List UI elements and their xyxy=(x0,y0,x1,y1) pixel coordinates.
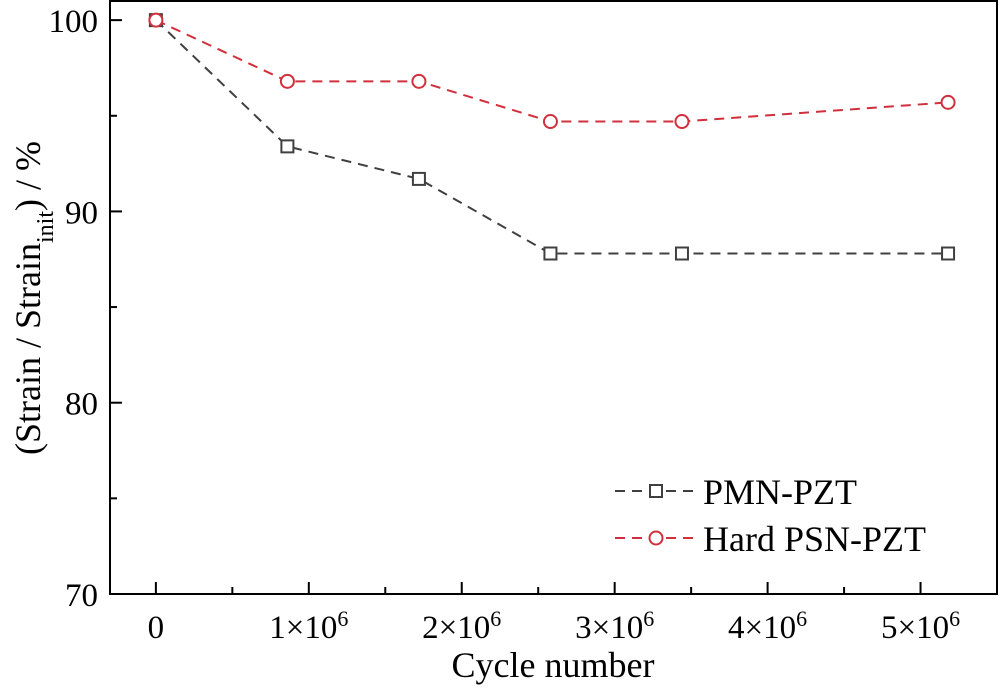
x-axis-title: Cycle number xyxy=(452,645,655,685)
y-axis-title-subscript: init xyxy=(33,211,59,243)
data-point-square xyxy=(543,246,558,261)
legend-label-hard-psn-pzt: Hard PSN-PZT xyxy=(703,519,926,559)
x-tick-label-base: 3×10 xyxy=(575,610,643,646)
legend-item-hard-psn-pzt: Hard PSN-PZT xyxy=(615,519,926,559)
x-tick-label-exponent: 6 xyxy=(949,606,960,631)
legend: PMN-PZT Hard PSN-PZT xyxy=(615,472,926,559)
x-tick-label: 3×106 xyxy=(575,606,654,647)
x-tick-label-base: 2×10 xyxy=(422,610,490,646)
legend-marker-circle xyxy=(648,530,664,546)
y-tick-label: 100 xyxy=(49,4,99,40)
x-tick-label-exponent: 6 xyxy=(643,606,654,631)
y-axis-title-suffix: ) / % xyxy=(8,141,48,211)
y-axis-title-prefix: (Strain / Strain xyxy=(8,243,48,455)
x-tick-label: 4×106 xyxy=(728,606,807,647)
y-tick-label: 70 xyxy=(65,578,98,614)
y-axis-title: (Strain / Straininit) / % xyxy=(8,141,59,455)
data-point-square xyxy=(941,246,956,261)
data-point-circle xyxy=(411,73,427,89)
x-tick-label-exponent: 6 xyxy=(796,606,807,631)
legend-marker-square xyxy=(649,484,663,498)
y-tick-label: 90 xyxy=(65,195,98,231)
legend-label-pmn-pzt: PMN-PZT xyxy=(703,472,857,512)
x-tick-label-base: 0 xyxy=(148,610,165,646)
data-point-circle xyxy=(279,73,295,89)
x-tick-label-base: 4×10 xyxy=(728,610,796,646)
x-tick-label: 2×106 xyxy=(422,606,501,647)
x-tick-label: 1×106 xyxy=(269,606,348,647)
x-tick-label-exponent: 6 xyxy=(490,606,501,631)
series-layer xyxy=(148,12,956,261)
data-point-square xyxy=(411,171,426,186)
data-point-circle xyxy=(542,114,558,130)
legend-item-pmn-pzt: PMN-PZT xyxy=(615,472,857,512)
data-point-square xyxy=(280,139,295,154)
series-line-hard-psn-pzt xyxy=(155,19,949,123)
data-point-circle xyxy=(940,94,956,110)
data-point-square xyxy=(674,246,689,261)
series-line-pmn-pzt xyxy=(155,19,949,255)
data-point-circle xyxy=(148,12,164,28)
x-tick-label: 0 xyxy=(148,610,165,646)
plot-frame xyxy=(109,0,998,595)
x-tick-label-exponent: 6 xyxy=(337,606,348,631)
data-point-circle xyxy=(674,114,690,130)
x-tick-label-base: 5×10 xyxy=(881,610,949,646)
y-tick-label: 80 xyxy=(65,387,98,423)
x-tick-label: 5×106 xyxy=(881,606,960,647)
x-tick-label-base: 1×10 xyxy=(269,610,337,646)
